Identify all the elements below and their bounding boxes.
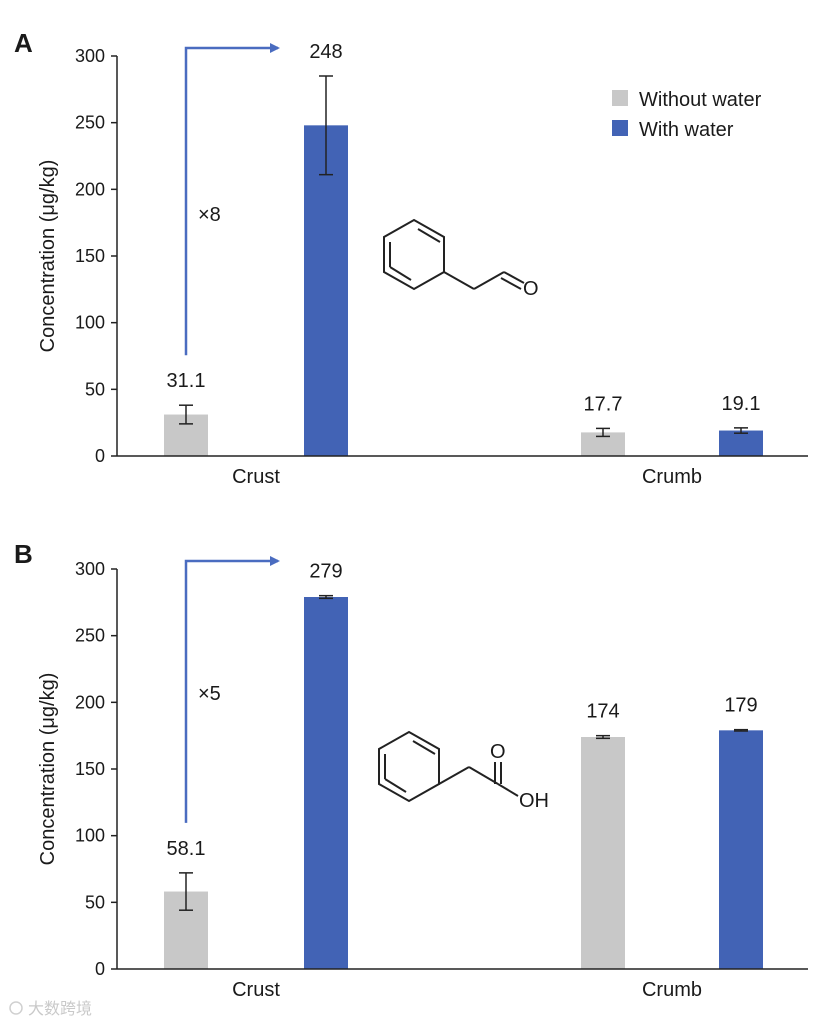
- x-tick-label-crust: Crust: [232, 979, 280, 1001]
- bar-with-water-crust: [304, 597, 348, 969]
- double-bond: [500, 277, 522, 290]
- y-axis-ticks: 0 50 100 150 200 250 300: [75, 46, 118, 466]
- benzene-ring: [383, 218, 445, 291]
- y-tick-label: 0: [95, 446, 105, 466]
- y-tick-label: 150: [75, 759, 105, 779]
- y-tick-label: 150: [75, 246, 105, 266]
- benzene-ring: [378, 730, 440, 803]
- molecule-phenylacetaldehyde: [383, 218, 525, 291]
- y-tick-label: 300: [75, 46, 105, 66]
- y-axis-label: Concentration (μg/kg): [37, 160, 59, 353]
- single-bond: [443, 271, 475, 290]
- watermark-text: 大数跨境: [28, 999, 92, 1018]
- data-label: 248: [309, 41, 342, 63]
- panel-a: A Concentration (μg/kg) 0 50 100 150 200 250 3…: [14, 28, 808, 488]
- ratio-annotation: ×5: [184, 556, 280, 823]
- watermark: 大数跨境: [9, 999, 92, 1018]
- aromatic-bond: [384, 778, 407, 793]
- watermark-logo-icon: [9, 1001, 23, 1015]
- data-label: 17.7: [584, 393, 623, 415]
- single-bond: [497, 783, 519, 797]
- aromatic-bond: [417, 228, 441, 243]
- data-label: 179: [724, 695, 757, 717]
- legend-swatch-with-water: [612, 120, 628, 136]
- atom-label: O: [490, 741, 506, 763]
- data-label: 58.1: [167, 838, 206, 860]
- ratio-arrow: [184, 556, 280, 823]
- bar-series: 58.1 174 279 179: [164, 561, 763, 969]
- single-bond: [438, 766, 470, 785]
- molecule-phenylacetic-acid: [378, 730, 519, 803]
- aromatic-bond: [389, 266, 412, 281]
- panel-b: B Concentration (μg/kg) 0 50 100 150 200 250 3…: [14, 539, 808, 1001]
- legend-label-with-water: With water: [639, 119, 734, 141]
- double-bond: [503, 271, 525, 284]
- aromatic-bond: [412, 740, 436, 755]
- atom-label: O: [523, 278, 539, 300]
- y-tick-label: 50: [85, 892, 105, 912]
- y-tick-label: 250: [75, 113, 105, 133]
- x-tick-label-crumb: Crumb: [642, 466, 702, 488]
- y-tick-label: 200: [75, 179, 105, 199]
- bar-with-water-crust: [304, 125, 348, 456]
- legend-label-without-water: Without water: [639, 89, 762, 111]
- y-tick-label: 0: [95, 959, 105, 979]
- bar-with-water-crumb: [719, 730, 763, 969]
- y-tick-label: 50: [85, 379, 105, 399]
- panel-label: A: [14, 28, 33, 58]
- ratio-text: ×5: [198, 683, 221, 705]
- data-label: 19.1: [722, 393, 761, 415]
- ratio-annotation: ×8: [184, 43, 280, 356]
- x-axis-labels: Crust Crumb: [232, 466, 702, 488]
- bar-without-water-crumb: [581, 432, 625, 456]
- bar-without-water-crumb: [581, 737, 625, 969]
- bar-series: 31.1 17.7 248 19.1: [164, 41, 763, 456]
- y-tick-label: 250: [75, 626, 105, 646]
- bar-with-water-crumb: [719, 430, 763, 456]
- data-label: 31.1: [167, 370, 206, 392]
- data-label: 174: [586, 701, 619, 723]
- x-tick-label-crust: Crust: [232, 466, 280, 488]
- ratio-text: ×8: [198, 204, 221, 226]
- y-tick-label: 200: [75, 692, 105, 712]
- y-tick-label: 100: [75, 826, 105, 846]
- x-tick-label-crumb: Crumb: [642, 979, 702, 1001]
- y-tick-label: 300: [75, 559, 105, 579]
- panel-label: B: [14, 539, 33, 569]
- y-axis-ticks: 0 50 100 150 200 250 300: [75, 559, 118, 979]
- x-axis-labels: Crust Crumb: [232, 979, 702, 1001]
- y-tick-label: 100: [75, 313, 105, 333]
- single-bond: [473, 271, 505, 290]
- single-bond: [468, 766, 499, 785]
- ratio-arrow: [184, 43, 280, 356]
- data-label: 279: [309, 561, 342, 583]
- legend: Without water With water: [612, 89, 762, 141]
- y-axis-label: Concentration (μg/kg): [37, 673, 59, 866]
- atom-label: OH: [519, 790, 549, 812]
- legend-swatch-without-water: [612, 90, 628, 106]
